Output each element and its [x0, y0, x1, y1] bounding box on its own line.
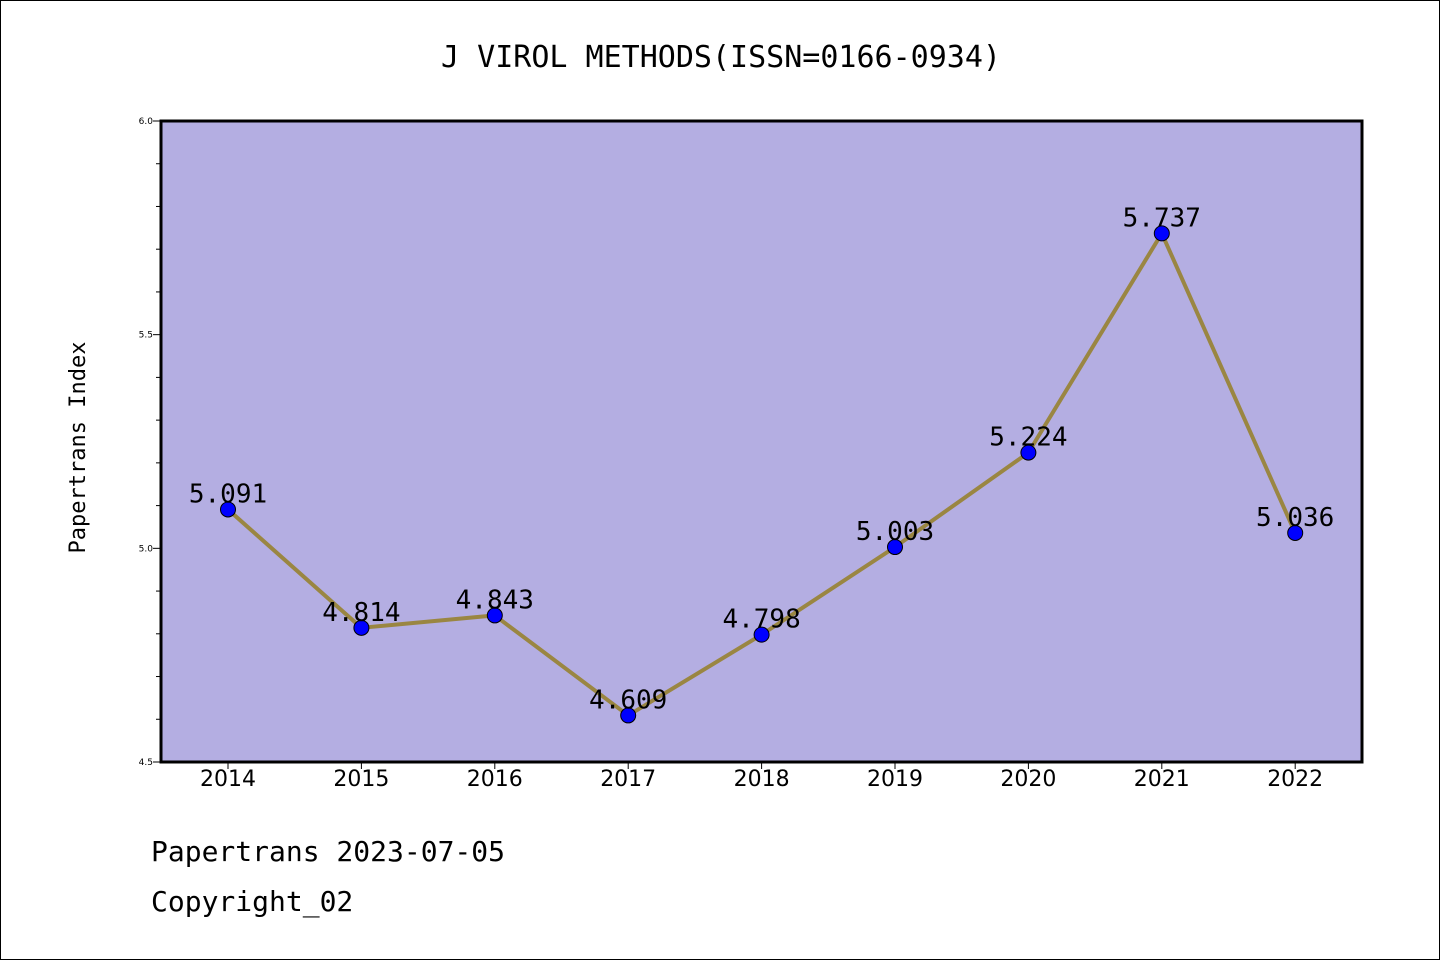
y-axis-label: Papertrans Index — [66, 342, 91, 554]
x-tick-label: 2017 — [600, 767, 656, 792]
x-tick-label: 2016 — [467, 767, 523, 792]
y-tick-label: 6.0 — [139, 117, 154, 127]
data-point — [753, 626, 770, 643]
data-point — [220, 501, 236, 518]
data-points — [220, 225, 1304, 724]
x-tick-label: 2014 — [200, 767, 256, 792]
footer-date: Papertrans 2023-07-05 — [151, 835, 506, 868]
data-label: 5.224 — [989, 423, 1067, 453]
data-label: 4.798 — [722, 605, 800, 635]
x-tick-label: 2018 — [734, 767, 790, 792]
x-tick-label: 2022 — [1267, 767, 1323, 792]
data-point — [486, 607, 503, 624]
data-label: 5.091 — [189, 479, 267, 509]
data-point — [1287, 524, 1304, 541]
data-label: 4.609 — [589, 685, 667, 715]
data-label: 5.737 — [1123, 203, 1201, 233]
data-labels: 5.091 4.814 4.843 4.609 4.798 5.003 5.224 5.737… — [189, 203, 1334, 715]
data-label: 4.843 — [456, 585, 534, 615]
x-tick-label: 2021 — [1134, 767, 1190, 792]
y-axis: 4.5 5.0 5.5 6.0 — [139, 117, 161, 768]
data-point — [620, 707, 637, 724]
plot-border — [159, 119, 1364, 764]
y-tick-label: 5.0 — [139, 544, 154, 554]
x-tick-label: 2019 — [867, 767, 923, 792]
data-point — [887, 539, 903, 556]
data-point — [353, 619, 370, 636]
data-label: 5.003 — [856, 517, 934, 547]
y-tick-label: 4.5 — [139, 758, 153, 768]
y-tick-label: 5.5 — [139, 331, 153, 341]
chart-title: J VIROL METHODS(ISSN=0166-0934) — [441, 40, 1001, 75]
data-point — [1153, 225, 1170, 242]
data-point — [1020, 444, 1037, 461]
data-label: 4.814 — [322, 598, 400, 628]
data-label: 5.036 — [1256, 503, 1334, 533]
footer-copyright: Copyright_02 — [151, 885, 354, 918]
x-tick-label: 2015 — [333, 767, 389, 792]
x-axis: 2014 2015 2016 2017 2018 2019 2020 2021 2022 — [200, 762, 1323, 792]
x-tick-label: 2020 — [1000, 767, 1056, 792]
